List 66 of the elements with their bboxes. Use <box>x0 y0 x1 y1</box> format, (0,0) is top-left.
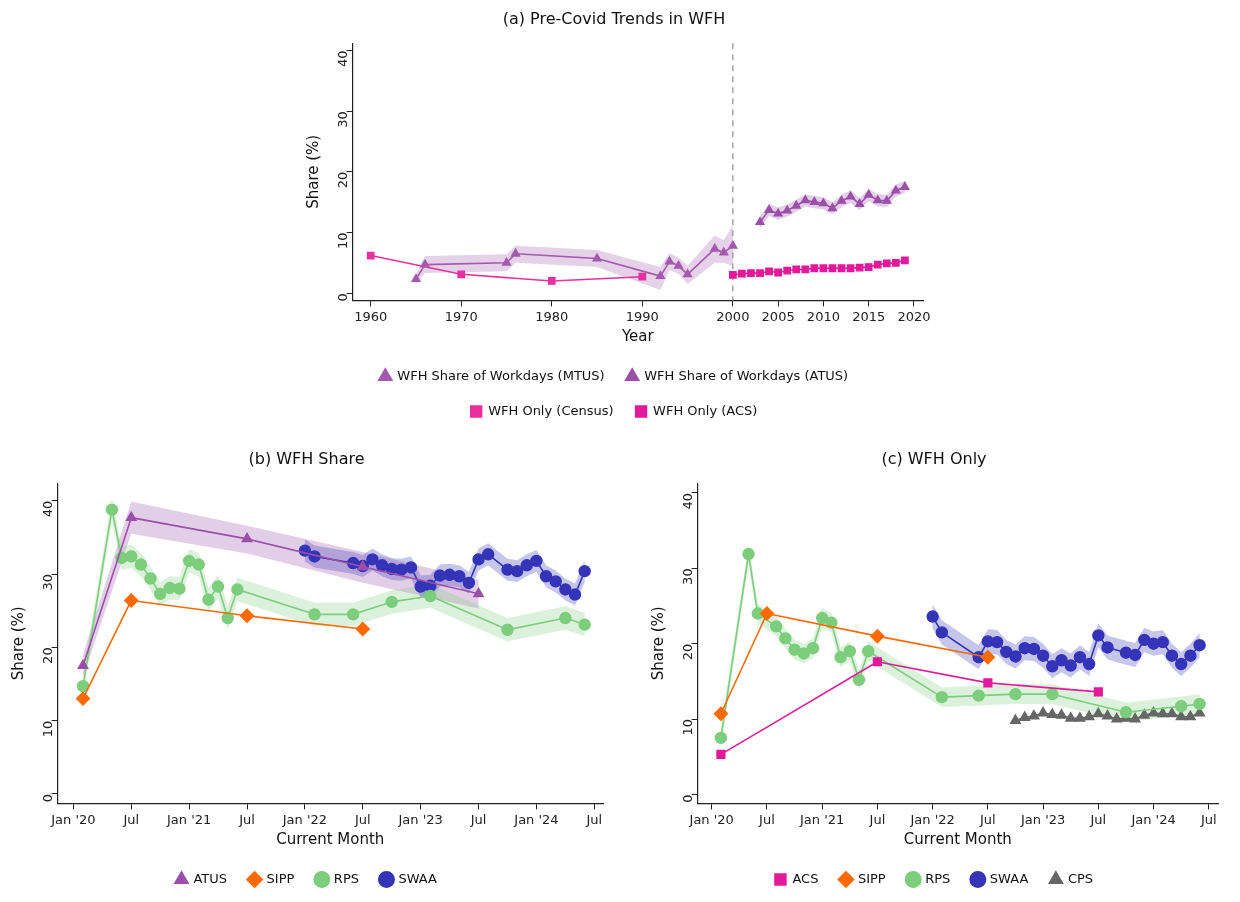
y-tick-label: 0 <box>334 293 350 302</box>
y-tick-label: 40 <box>39 500 55 518</box>
y-tick-label: 20 <box>334 171 350 189</box>
y-tick-label: 40 <box>334 50 350 68</box>
x-axis-title: Current Month <box>276 829 385 848</box>
legend-label: WFH Share of Workdays (ATUS) <box>644 367 849 383</box>
chart-title: (a) Pre-Covid Trends in WFH <box>502 8 726 28</box>
x-tick-label: 2020 <box>897 308 931 324</box>
x-tick-label: Jul <box>585 811 603 827</box>
y-tick-label: 10 <box>334 232 350 250</box>
x-tick-label: Jan '23 <box>397 811 443 827</box>
y-axis-title: Share (%) <box>648 606 667 681</box>
legend-label: ACS <box>792 870 819 886</box>
y-tick-label: 0 <box>679 794 695 803</box>
legend-label: ATUS <box>193 870 228 886</box>
y-tick-label: 20 <box>39 647 55 664</box>
y-axis-title: Share (%) <box>303 134 322 209</box>
x-tick-label: 1970 <box>444 308 478 324</box>
x-tick-label: 1960 <box>354 308 388 324</box>
x-tick-label: Jul <box>1199 811 1217 827</box>
legend-label: WFH Only (Census) <box>488 402 614 418</box>
chart-title: (b) WFH Share <box>248 448 365 468</box>
legend-label: CPS <box>1067 870 1094 886</box>
x-tick-label: Jan '24 <box>513 811 559 827</box>
x-tick-label: Jul <box>122 811 140 827</box>
x-tick-label: 2015 <box>852 308 886 324</box>
x-tick-label: Jan '20 <box>688 811 734 827</box>
x-tick-label: Jan '21 <box>799 811 845 827</box>
x-tick-label: Jul <box>1089 811 1107 827</box>
y-tick-label: 10 <box>39 720 55 738</box>
x-tick-label: Jan '21 <box>165 811 212 827</box>
x-tick-label: Jan '24 <box>1130 811 1176 827</box>
x-tick-label: Jan '20 <box>50 811 96 827</box>
x-tick-label: Jul <box>758 811 775 827</box>
y-tick-label: 30 <box>679 568 695 585</box>
chart-title: (c) WFH Only <box>881 448 987 468</box>
y-tick-label: 10 <box>679 719 695 736</box>
legend-label: RPS <box>333 870 359 886</box>
y-tick-label: 40 <box>679 492 695 510</box>
x-tick-label: 2010 <box>806 308 840 324</box>
x-tick-label: Jul <box>868 811 886 827</box>
legend-label: WFH Share of Workdays (MTUS) <box>397 367 605 383</box>
legend-label: SWAA <box>398 870 438 886</box>
x-tick-label: Jan '23 <box>1019 811 1066 827</box>
y-tick-label: 30 <box>334 111 350 128</box>
x-tick-label: 1980 <box>535 308 569 324</box>
x-axis-title: Current Month <box>903 829 1012 848</box>
x-tick-label: Jul <box>469 811 487 827</box>
y-axis-title: Share (%) <box>8 606 27 681</box>
x-tick-label: 2005 <box>761 308 795 324</box>
legend-label: SWAA <box>989 870 1029 886</box>
legend-label: WFH Only (ACS) <box>653 402 758 418</box>
x-tick-label: Jul <box>979 811 996 827</box>
x-tick-label: Jan '22 <box>909 811 955 827</box>
y-tick-label: 30 <box>39 574 55 591</box>
x-tick-label: Jan '22 <box>281 811 328 827</box>
legend-label: SIPP <box>857 870 886 886</box>
y-tick-label: 20 <box>679 643 695 661</box>
y-tick-label: 0 <box>39 793 55 803</box>
legend-label: SIPP <box>266 870 295 886</box>
x-tick-label: Jul <box>353 811 371 827</box>
x-tick-label: 1990 <box>625 308 659 324</box>
x-axis-title: Year <box>620 326 655 345</box>
x-tick-label: Jul <box>238 811 255 827</box>
legend-label: RPS <box>925 870 951 886</box>
x-tick-label: 2000 <box>716 308 750 324</box>
